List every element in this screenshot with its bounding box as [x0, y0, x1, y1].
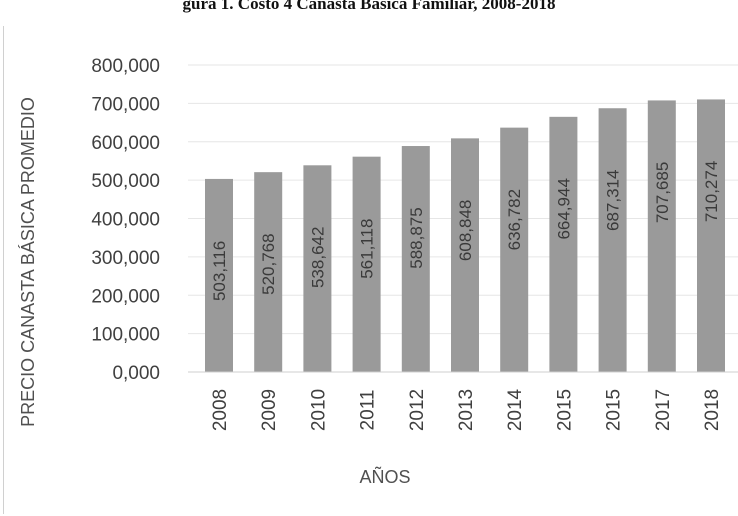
- x-tick-label: 2008: [210, 389, 231, 431]
- bar: [500, 127, 529, 372]
- bar: [254, 172, 283, 372]
- bar-value-label: 664,944: [554, 178, 573, 239]
- y-tick-label: 300,000: [91, 248, 160, 269]
- x-axis-ticks: 2008 2009 2010 2011 2012 2013 2014 2015 2015 2017…: [210, 388, 723, 431]
- y-tick-label: 600,000: [91, 133, 160, 154]
- chart-title: gura 1. Costo 4 Canasta Básica Familiar,…: [182, 0, 556, 13]
- bar: [549, 116, 578, 372]
- bar-value-label: 707,685: [653, 162, 672, 223]
- y-tick-label: 400,000: [91, 210, 160, 231]
- x-tick-label: 2015: [554, 389, 575, 431]
- bar: [303, 165, 332, 372]
- bar-value-label: 710,274: [702, 161, 721, 222]
- x-tick-label: 2012: [407, 389, 428, 431]
- bars: 503,116 520,768 538,642 561,118 588,875 608,8…: [205, 99, 725, 373]
- x-axis-title: AÑOS: [359, 466, 410, 487]
- bar-value-label: 636,782: [505, 189, 524, 250]
- x-tick-label: 2014: [505, 388, 526, 431]
- bar: [697, 99, 725, 373]
- bar: [352, 156, 381, 372]
- x-tick-label: 2015: [604, 389, 625, 431]
- x-tick-label: 2017: [653, 389, 674, 431]
- bar: [401, 146, 430, 372]
- bar-value-label: 503,116: [210, 241, 229, 301]
- bar: [451, 138, 479, 372]
- bar-value-label: 538,642: [308, 227, 327, 288]
- bar: [598, 108, 627, 372]
- bar-value-label: 520,768: [259, 233, 278, 294]
- y-tick-label: 200,000: [91, 286, 160, 307]
- y-tick-label: 500,000: [91, 171, 160, 192]
- x-tick-label: 2011: [358, 390, 379, 431]
- y-tick-label: 100,000: [91, 325, 160, 346]
- y-axis-ticks: 0,000 100,000 200,000 300,000 400,000 500,000…: [91, 56, 160, 384]
- y-tick-label: 0,000: [112, 363, 160, 384]
- y-tick-label: 700,000: [91, 94, 160, 115]
- bar: [205, 178, 233, 372]
- y-tick-label: 800,000: [91, 56, 160, 77]
- bar: [647, 100, 676, 373]
- bar-value-label: 687,314: [604, 170, 623, 231]
- x-tick-label: 2009: [259, 389, 280, 431]
- chart-frame: [3, 26, 736, 514]
- x-tick-label: 2010: [308, 389, 329, 431]
- y-axis-title: PRECIO CANASTA BÁSICA PROMEDIO: [18, 97, 38, 427]
- bar-value-label: 608,848: [456, 200, 475, 261]
- x-tick-label: 2013: [456, 389, 477, 431]
- bar-value-label: 561,118: [358, 219, 377, 279]
- x-tick-label: 2018: [702, 389, 723, 431]
- bar-value-label: 588,875: [407, 207, 426, 268]
